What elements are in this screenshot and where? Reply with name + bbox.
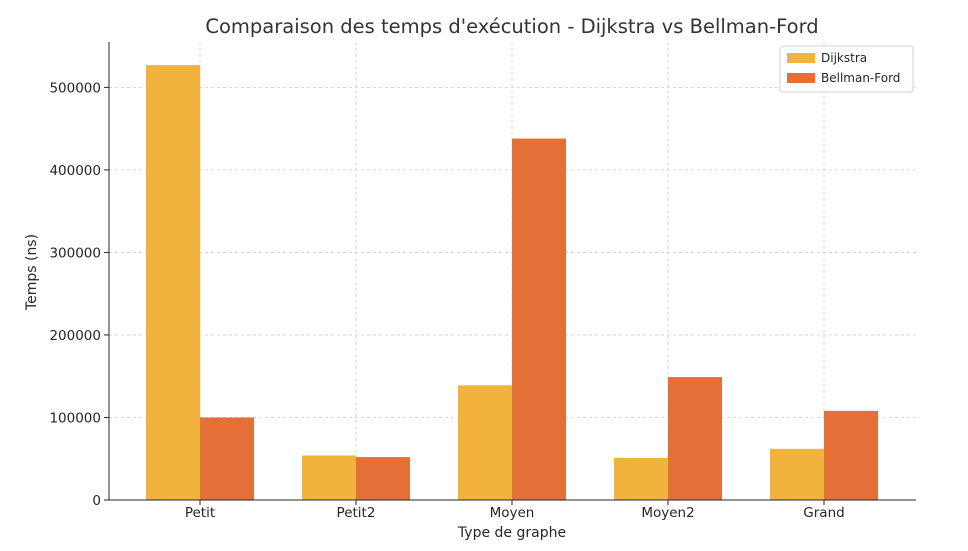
bar-bellman-ford-petit2: [356, 457, 410, 500]
y-tick-label: 0: [92, 493, 101, 509]
y-tick-label: 400000: [49, 163, 101, 179]
bars: [146, 65, 878, 501]
bar-bellman-ford-moyen2: [668, 377, 722, 500]
x-tick-label-moyen: Moyen: [490, 505, 535, 521]
bar-dijkstra-moyen2: [614, 457, 668, 500]
bar-dijkstra-grand: [770, 448, 824, 500]
y-tick-label: 300000: [49, 245, 101, 261]
bar-bellman-ford-grand: [824, 410, 878, 500]
y-axis-ticks: 0 100000 200000 300000 400000 500000: [49, 80, 109, 509]
legend-swatch-bellman-ford: [787, 73, 815, 83]
legend-swatch-dijkstra: [787, 53, 815, 63]
x-axis-ticks: Petit Petit2 Moyen Moyen2 Grand: [185, 500, 845, 521]
bar-bellman-ford-petit: [200, 417, 254, 500]
bar-dijkstra-petit: [146, 65, 200, 500]
x-tick-label-moyen2: Moyen2: [641, 505, 694, 521]
bar-dijkstra-moyen: [458, 385, 512, 500]
x-tick-label-grand: Grand: [803, 505, 844, 521]
legend-label-bellman-ford: Bellman-Ford: [821, 71, 900, 85]
y-tick-label: 200000: [49, 328, 101, 344]
x-tick-label-petit: Petit: [185, 505, 215, 521]
y-axis-label: Temps (ns): [24, 234, 40, 311]
x-axis-label: Type de graphe: [457, 525, 566, 541]
x-tick-label-petit2: Petit2: [337, 505, 376, 521]
y-tick-label: 100000: [49, 410, 101, 426]
bar-bellman-ford-moyen: [512, 138, 566, 501]
chart-title: Comparaison des temps d'exécution - Dijk…: [205, 15, 818, 38]
bar-dijkstra-petit2: [302, 455, 356, 500]
legend-label-dijkstra: Dijkstra: [821, 51, 867, 65]
y-tick-label: 500000: [49, 80, 101, 96]
legend: Dijkstra Bellman-Ford: [779, 45, 914, 93]
